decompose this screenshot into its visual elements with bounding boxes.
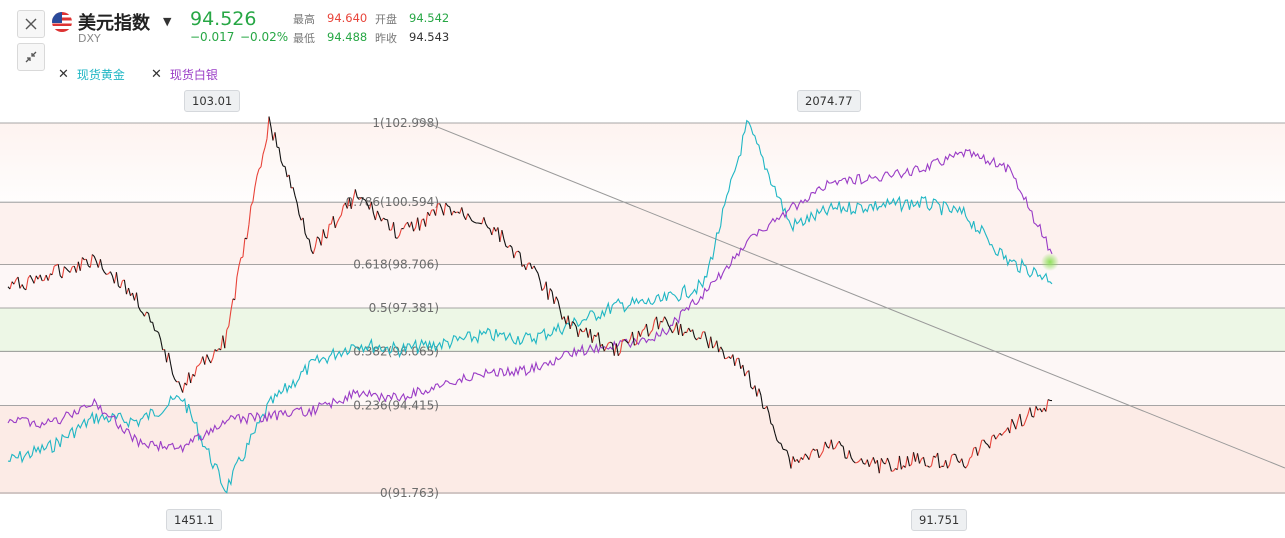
high-label: 最高 [293,13,315,26]
fib-zones [0,123,1285,494]
compare-legend-gold: ✕ 现货黄金 [58,66,125,83]
fib-label-0.786: 0.786(100.594) [346,195,439,209]
prev-close-value: 94.543 [409,30,450,44]
last-price: 94.526 [190,8,257,30]
open-value: 94.542 [409,11,450,25]
fib-label-0.236: 0.236(94.415) [353,399,439,413]
legend-gold-label: 现货黄金 [76,68,125,82]
dxy-low-tag: 91.751 [911,509,968,531]
instrument-code: DXY [78,32,101,45]
price-change: −0.017 [190,30,235,44]
dxy-up-segments [9,116,1049,474]
series-dxy-line [7,116,1053,474]
close-icon [25,18,37,30]
fib-label-0: 0(91.763) [380,486,439,500]
compare-legend-silver: ✕ 现货白银 [151,66,218,83]
low-label: 最低 [293,32,315,45]
close-button[interactable] [17,10,45,38]
low-value: 94.488 [327,30,368,44]
dxy-down-segments [7,116,1053,474]
fib-label-0.382: 0.382(96.065) [353,344,439,358]
legend-silver-label: 现货白银 [169,68,218,82]
instrument-name[interactable]: 美元指数 [78,13,150,34]
chevron-down-icon[interactable]: ▼ [163,15,172,28]
gold-high-tag: 2074.77 [797,90,861,112]
us-flag-icon [52,12,72,32]
close-icon[interactable]: ✕ [151,67,162,82]
fib-label-1: 1(102.998) [372,116,439,130]
trend-line[interactable] [414,117,1285,469]
last-price-glow [1041,253,1059,271]
close-icon[interactable]: ✕ [58,67,69,82]
collapse-arrows-icon [25,51,37,63]
series-gold-line [7,119,1053,494]
collapse-button[interactable] [17,43,45,71]
gold-low-tag: 1451.1 [166,509,223,531]
dxy-high-tag: 103.01 [184,90,241,112]
series-layer [7,116,1053,494]
open-label: 开盘 [375,13,397,26]
prev-close-label: 昨收 [375,32,397,45]
high-value: 94.640 [327,11,368,25]
fib-label-0.618: 0.618(98.706) [353,257,439,271]
fib-label-0.5: 0.5(97.381) [369,301,439,315]
price-change-percent: −0.02% [240,30,289,44]
series-silver-line [7,148,1053,454]
